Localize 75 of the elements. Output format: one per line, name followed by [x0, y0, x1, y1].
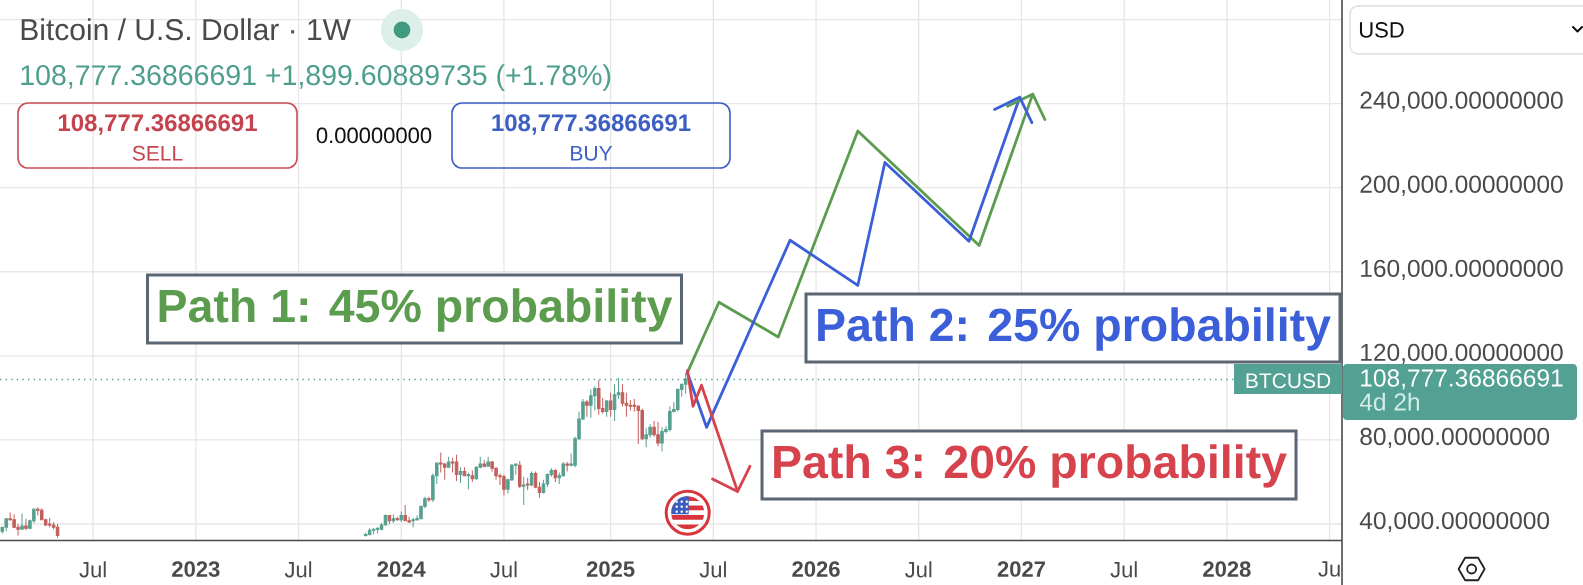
candlestick: [363, 531, 368, 538]
x-tick-label: 2028: [1203, 561, 1251, 577]
x-tick-label: Jul: [490, 561, 517, 578]
x-tick-label: Jul: [79, 561, 106, 578]
candlestick: [565, 461, 569, 472]
candlestick: [399, 510, 403, 523]
annotation: SELL: [132, 145, 183, 161]
candlestick: [525, 477, 530, 491]
annotation: 108,777.36866691: [58, 114, 257, 135]
candlestick: [462, 466, 467, 477]
candlestick: [518, 460, 522, 489]
ref-line-label: BTCUSD: [1246, 373, 1331, 389]
x-tick-label: Jul: [284, 561, 312, 578]
candlestick: [446, 456, 451, 468]
candlestick: [597, 379, 601, 416]
annotation: 108,777.36866691: [492, 114, 691, 135]
candlestick: [644, 427, 648, 448]
text: USD: [1359, 22, 1404, 38]
x-tick-label: Jul: [905, 561, 932, 578]
x-tick-label: Ju: [1318, 561, 1340, 577]
candlestick: [608, 392, 613, 418]
candlestick: [502, 474, 506, 497]
candlestick: [24, 518, 28, 531]
series-label: Path 1: 45% probability: [159, 288, 673, 332]
candlestick: [47, 517, 52, 528]
candlestick: [375, 526, 380, 534]
candlestick: [553, 468, 558, 483]
candlestick: [521, 476, 526, 506]
candlestick: [668, 405, 672, 433]
y-tick-label: 40,000.00000000: [1359, 511, 1550, 533]
x-tick-label: 2024: [377, 561, 426, 577]
y-tick-label: 240,000.00000000: [1360, 91, 1563, 112]
text: 108,777.36866691: [1361, 369, 1563, 390]
candlestick: [454, 454, 459, 482]
candlestick: [4, 518, 8, 532]
candlestick: [411, 517, 415, 528]
candlestick: [458, 466, 463, 484]
candlestick: [387, 515, 392, 525]
x-tick-label: Jul: [1110, 561, 1137, 578]
annotation: 0.00000000: [316, 127, 432, 144]
candlestick: [36, 506, 40, 517]
series-label: Path 2: 25% probability: [818, 307, 1331, 351]
x-tick-label: 2023: [172, 561, 220, 577]
candlestick: [427, 496, 431, 503]
candlestick: [20, 512, 24, 530]
candlestick: [656, 421, 660, 447]
candlestick: [585, 399, 589, 418]
candlestick: [395, 516, 400, 522]
x-tick-label: Jul: [699, 561, 726, 578]
y-tick-label: 80,000.00000000: [1360, 427, 1550, 449]
candlestick: [367, 527, 372, 537]
candlestick: [660, 426, 664, 452]
annotation: BUY: [571, 146, 613, 161]
chart-title: Bitcoin / U.S. Dollar · 1W: [21, 18, 351, 41]
y-tick-label: 120,000.00000000: [1361, 343, 1563, 364]
candlestick: [486, 456, 490, 467]
candlestick: [466, 472, 471, 490]
y-tick-label: 160,000.00000000: [1361, 259, 1563, 280]
y-tick-label: 200,000.00000000: [1360, 175, 1563, 196]
x-tick-label: 2027: [997, 561, 1045, 577]
candlestick: [482, 459, 486, 468]
candlestick: [371, 527, 376, 536]
candlestick: [529, 470, 534, 487]
candlestick: [676, 387, 680, 413]
candlestick: [604, 399, 609, 418]
text: 4d 2h: [1359, 392, 1419, 411]
x-tick-label: 2026: [792, 561, 840, 577]
text: 108,777.36866691 +1,899.60889735 (+1.78%): [21, 64, 611, 91]
candlestick: [640, 407, 644, 441]
candlestick: [391, 514, 396, 524]
legend-label: Path 3: 20% probability: [774, 444, 1287, 488]
candlestick: [589, 388, 593, 419]
candlestick: [403, 504, 407, 522]
candlestick: [470, 469, 475, 483]
x-tick-label: 2025: [586, 561, 635, 577]
